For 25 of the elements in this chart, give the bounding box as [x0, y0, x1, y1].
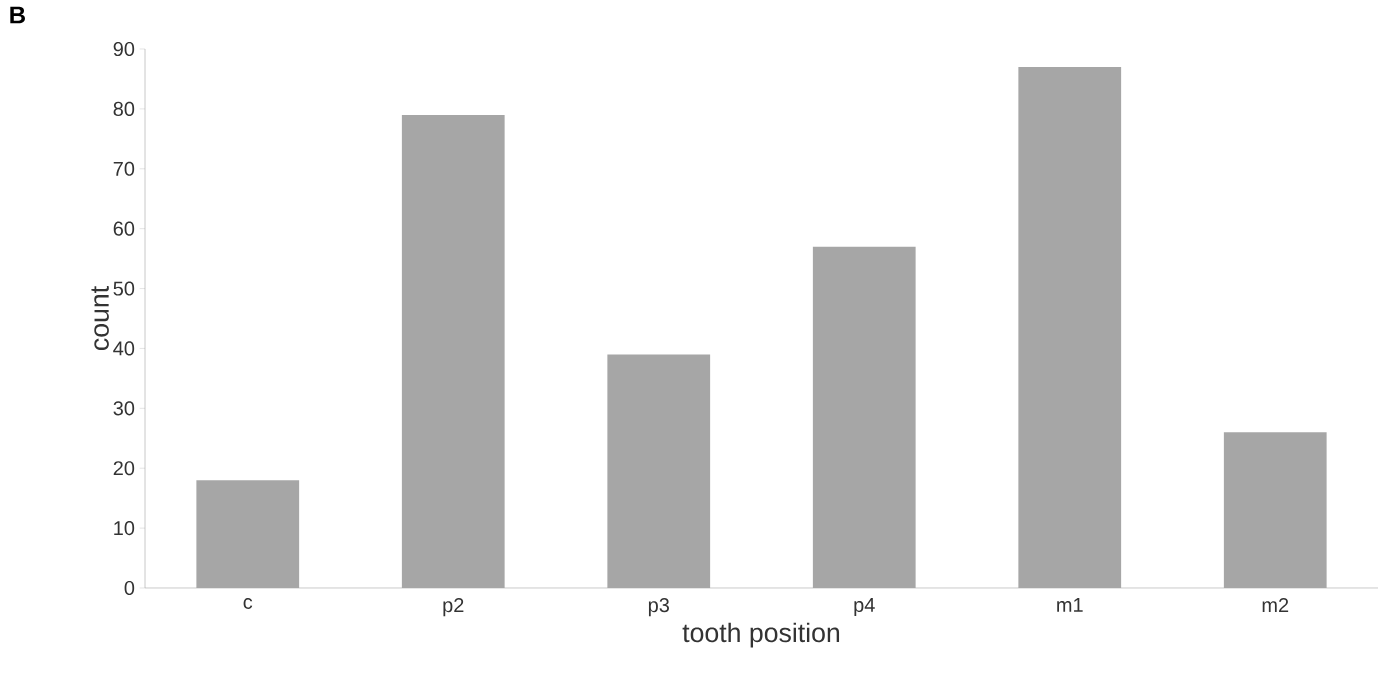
x-tick-label: p4: [854, 598, 875, 616]
y-tick-label: 80: [113, 101, 135, 116]
y-tick-label: 70: [113, 161, 135, 176]
bar: [1223, 432, 1327, 588]
y-tick-label: 50: [113, 281, 135, 296]
text: B: [10, 6, 25, 24]
x-tick-label: m1: [1057, 598, 1083, 612]
y-axis-title: count: [91, 286, 109, 350]
y-tick-label: 40: [113, 341, 135, 356]
y-tick-label: 10: [114, 521, 135, 536]
bar: [196, 480, 300, 588]
y-tick-label: 0: [124, 580, 135, 596]
y-tick-label: 60: [113, 221, 135, 236]
x-tick-label: p3: [648, 598, 669, 617]
bar: [401, 114, 505, 588]
bar: [607, 354, 711, 588]
bar: [1018, 66, 1122, 588]
x-tick-label: m2: [1262, 598, 1289, 612]
x-tick-label: c: [243, 598, 253, 609]
x-axis-title: tooth position: [682, 622, 840, 648]
bar: [812, 246, 916, 588]
y-tick-label: 20: [113, 461, 135, 476]
y-tick-label: 30: [113, 401, 135, 416]
x-tick-label: p2: [443, 598, 464, 617]
y-tick-label: 90: [113, 41, 135, 57]
